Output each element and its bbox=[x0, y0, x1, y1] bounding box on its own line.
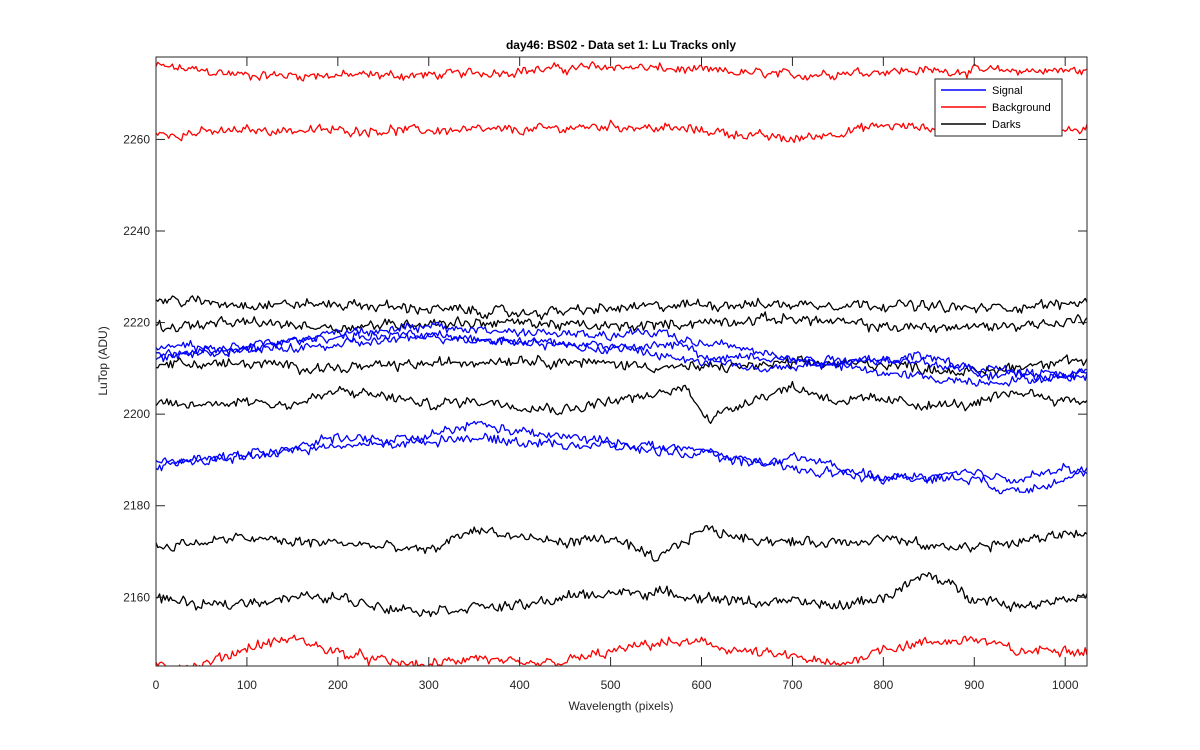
x-tick-label: 0 bbox=[153, 678, 160, 692]
series-signal-line-2 bbox=[156, 321, 1087, 382]
series-signal-line-4 bbox=[156, 432, 1087, 495]
y-tick-label: 2260 bbox=[123, 132, 150, 146]
x-axis-label: Wavelength (pixels) bbox=[569, 699, 674, 713]
y-tick-label: 2240 bbox=[123, 224, 150, 238]
y-tick-label: 2220 bbox=[123, 316, 150, 330]
legend: Signal Background Darks bbox=[934, 78, 1063, 137]
x-tick-label: 1000 bbox=[1052, 678, 1079, 692]
x-tick-label: 400 bbox=[510, 678, 530, 692]
series-signal-line-1 bbox=[156, 331, 1087, 387]
x-tick-label: 900 bbox=[964, 678, 984, 692]
series-darks-line-0 bbox=[156, 295, 1087, 321]
series-darks-line-2 bbox=[156, 354, 1087, 377]
x-tick-label: 100 bbox=[237, 678, 257, 692]
series-darks-line-5 bbox=[156, 571, 1087, 618]
y-tick-label: 2200 bbox=[123, 407, 150, 421]
y-tick-label: 2180 bbox=[123, 499, 150, 513]
ticks-layer: 0 100 200 300 400 500 600 700 800 900 1000 2160 2180… bbox=[123, 57, 1087, 692]
series-darks-line-4 bbox=[156, 524, 1087, 562]
series-background-line-2 bbox=[156, 634, 1087, 666]
series-layer bbox=[156, 61, 1087, 666]
series-darks-line-3 bbox=[156, 380, 1087, 425]
y-tick-label: 2160 bbox=[123, 590, 150, 604]
series-darks-line-1 bbox=[156, 311, 1087, 334]
x-tick-label: 700 bbox=[782, 678, 802, 692]
legend-label-darks: Darks bbox=[992, 119, 1021, 131]
chart-title: day46: BS02 - Data set 1: Lu Tracks only bbox=[506, 38, 736, 52]
series-background-line-1 bbox=[156, 119, 1087, 144]
plot-frame bbox=[155, 56, 1088, 667]
legend-label-signal: Signal bbox=[992, 85, 1023, 97]
legend-label-background: Background bbox=[992, 102, 1051, 114]
x-tick-label: 800 bbox=[873, 678, 893, 692]
x-tick-label: 500 bbox=[601, 678, 621, 692]
x-tick-label: 300 bbox=[419, 678, 439, 692]
series-background-line-0 bbox=[156, 61, 1087, 82]
y-axis-label: LuTop (ADU) bbox=[96, 326, 110, 395]
x-tick-label: 200 bbox=[328, 678, 348, 692]
x-tick-label: 600 bbox=[691, 678, 711, 692]
series-signal-line-3 bbox=[156, 420, 1087, 484]
